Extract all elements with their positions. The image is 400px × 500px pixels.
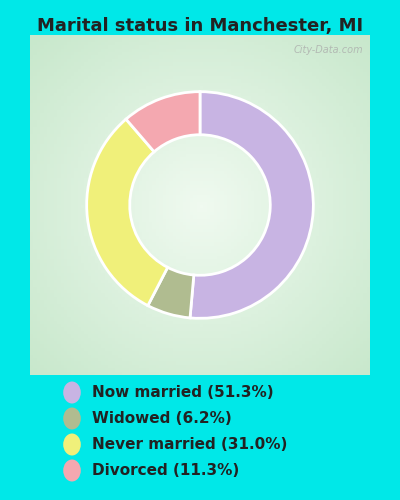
Wedge shape	[87, 119, 168, 306]
Text: Marital status in Manchester, MI: Marital status in Manchester, MI	[37, 18, 363, 36]
Text: Divorced (11.3%): Divorced (11.3%)	[92, 463, 239, 478]
Text: Now married (51.3%): Now married (51.3%)	[92, 385, 274, 400]
Wedge shape	[126, 92, 200, 152]
Wedge shape	[148, 268, 194, 318]
Wedge shape	[190, 92, 313, 318]
Text: City-Data.com: City-Data.com	[294, 45, 363, 55]
Text: Never married (31.0%): Never married (31.0%)	[92, 437, 287, 452]
Text: Widowed (6.2%): Widowed (6.2%)	[92, 411, 232, 426]
